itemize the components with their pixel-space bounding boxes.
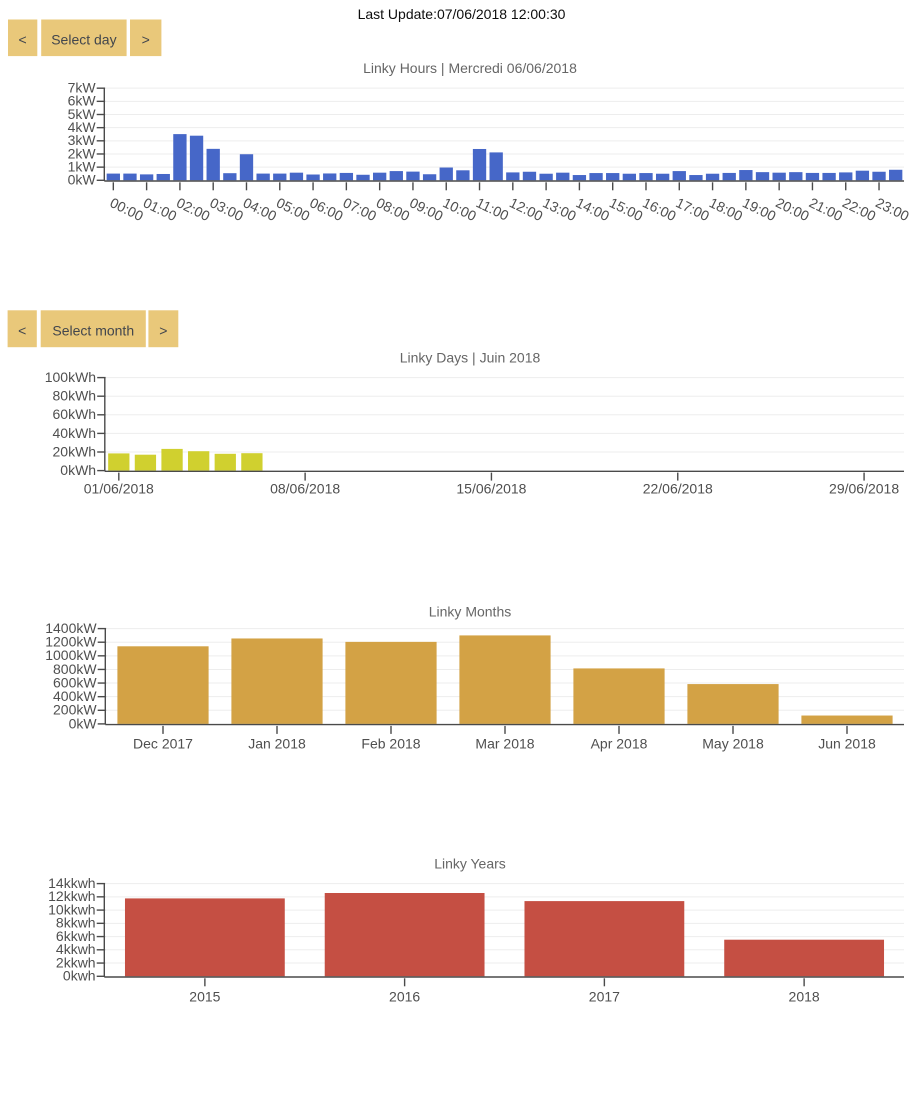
- svg-text:13:00: 13:00: [540, 194, 579, 224]
- svg-text:0kWh: 0kWh: [60, 462, 96, 478]
- svg-text:05:00: 05:00: [274, 194, 313, 224]
- svg-text:2017: 2017: [589, 989, 620, 1005]
- svg-text:19:00: 19:00: [740, 194, 779, 224]
- svg-text:06:00: 06:00: [307, 194, 346, 224]
- svg-text:14:00: 14:00: [574, 194, 613, 224]
- svg-text:22:00: 22:00: [840, 194, 879, 224]
- svg-text:Jun 2018: Jun 2018: [818, 735, 876, 751]
- svg-text:00:00: 00:00: [108, 194, 147, 224]
- svg-text:100kWh: 100kWh: [45, 369, 96, 385]
- svg-text:16:00: 16:00: [640, 194, 679, 224]
- svg-text:08/06/2018: 08/06/2018: [270, 481, 340, 497]
- svg-text:80kWh: 80kWh: [53, 388, 97, 404]
- svg-text:29/06/2018: 29/06/2018: [829, 481, 899, 497]
- svg-text:Mar 2018: Mar 2018: [475, 735, 534, 751]
- svg-text:20kWh: 20kWh: [53, 443, 97, 459]
- svg-text:22/06/2018: 22/06/2018: [643, 481, 713, 497]
- svg-text:>: >: [159, 323, 167, 339]
- svg-text:0kW: 0kW: [69, 715, 98, 731]
- svg-text:12kkwh: 12kkwh: [48, 888, 95, 904]
- svg-text:Dec 2017: Dec 2017: [133, 735, 193, 751]
- svg-text:>: >: [142, 31, 150, 47]
- svg-text:03:00: 03:00: [207, 194, 246, 224]
- svg-text:2018: 2018: [789, 989, 820, 1005]
- svg-text:15/06/2018: 15/06/2018: [456, 481, 526, 497]
- svg-text:Apr 2018: Apr 2018: [591, 735, 648, 751]
- svg-text:01:00: 01:00: [141, 194, 180, 224]
- svg-text:Select month: Select month: [52, 323, 134, 339]
- svg-text:3kW: 3kW: [68, 132, 97, 148]
- svg-text:02:00: 02:00: [174, 194, 213, 224]
- svg-text:07:00: 07:00: [341, 194, 380, 224]
- svg-text:Linky Hours | Mercredi 06/06/2: Linky Hours | Mercredi 06/06/2018: [363, 60, 577, 76]
- svg-text:21:00: 21:00: [807, 194, 846, 224]
- svg-text:04:00: 04:00: [241, 194, 280, 224]
- svg-text:Last Update:07/06/2018 12:00:3: Last Update:07/06/2018 12:00:30: [358, 6, 566, 22]
- svg-text:12:00: 12:00: [507, 194, 546, 224]
- svg-text:Linky Years: Linky Years: [434, 856, 506, 872]
- svg-text:Linky Days | Juin 2018: Linky Days | Juin 2018: [400, 350, 541, 366]
- svg-text:20:00: 20:00: [773, 194, 812, 224]
- svg-text:7kW: 7kW: [68, 80, 97, 96]
- svg-text:200kW: 200kW: [53, 702, 97, 718]
- svg-text:15:00: 15:00: [607, 194, 646, 224]
- svg-text:Feb 2018: Feb 2018: [361, 735, 420, 751]
- svg-text:May 2018: May 2018: [702, 735, 764, 751]
- svg-text:17:00: 17:00: [673, 194, 712, 224]
- svg-text:23:00: 23:00: [873, 194, 912, 224]
- svg-text:01/06/2018: 01/06/2018: [84, 481, 154, 497]
- svg-text:4kW: 4kW: [68, 119, 97, 135]
- svg-text:08:00: 08:00: [374, 194, 413, 224]
- svg-text:600kW: 600kW: [53, 674, 97, 690]
- svg-text:10:00: 10:00: [440, 194, 479, 224]
- svg-text:40kWh: 40kWh: [53, 425, 97, 441]
- svg-text:Jan 2018: Jan 2018: [248, 735, 306, 751]
- svg-text:10kkwh: 10kkwh: [48, 901, 95, 917]
- svg-text:8kkwh: 8kkwh: [56, 915, 96, 931]
- svg-text:14kkwh: 14kkwh: [48, 875, 95, 891]
- svg-text:2015: 2015: [189, 989, 220, 1005]
- svg-text:18:00: 18:00: [707, 194, 746, 224]
- svg-text:4kkwh: 4kkwh: [56, 941, 96, 957]
- svg-text:<: <: [18, 323, 26, 339]
- svg-text:<: <: [19, 31, 27, 47]
- svg-text:1400kW: 1400kW: [45, 620, 97, 636]
- svg-text:1200kW: 1200kW: [45, 634, 97, 650]
- svg-text:1kW: 1kW: [68, 159, 97, 175]
- svg-text:6kkwh: 6kkwh: [56, 928, 96, 944]
- svg-text:1000kW: 1000kW: [45, 647, 97, 663]
- svg-text:2kkwh: 2kkwh: [56, 954, 96, 970]
- svg-text:800kW: 800kW: [53, 661, 97, 677]
- svg-text:6kW: 6kW: [68, 93, 97, 109]
- svg-text:09:00: 09:00: [407, 194, 446, 224]
- svg-text:Linky Months: Linky Months: [429, 604, 511, 620]
- svg-text:11:00: 11:00: [474, 194, 512, 223]
- svg-text:60kWh: 60kWh: [53, 406, 97, 422]
- svg-text:0kwh: 0kwh: [63, 968, 96, 984]
- svg-text:0kW: 0kW: [68, 172, 97, 188]
- svg-text:5kW: 5kW: [68, 106, 97, 122]
- svg-text:Select day: Select day: [51, 31, 116, 47]
- svg-text:400kW: 400kW: [53, 688, 97, 704]
- svg-text:2016: 2016: [389, 989, 420, 1005]
- svg-text:2kW: 2kW: [68, 145, 97, 161]
